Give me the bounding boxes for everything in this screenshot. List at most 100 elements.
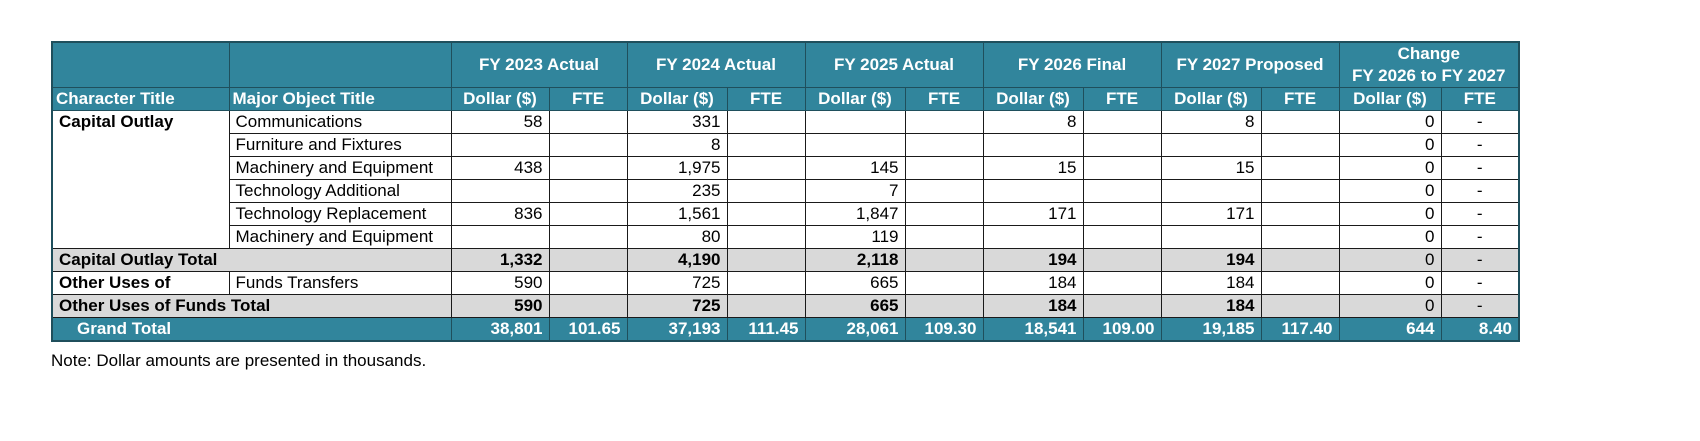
- value-cell: 171: [1160, 202, 1262, 226]
- value-cell: [1082, 294, 1162, 318]
- header-fy2025: FY 2025 Actual: [804, 41, 984, 88]
- header-dollar: Dollar ($): [450, 87, 550, 111]
- value-cell: [726, 156, 806, 180]
- value-cell: 1,847: [804, 202, 906, 226]
- value-cell: 0: [1338, 225, 1442, 249]
- value-cell: [548, 133, 628, 157]
- value-cell: [1260, 110, 1340, 134]
- value-cell: [1260, 225, 1340, 249]
- value-cell: -: [1440, 110, 1520, 134]
- value-cell: [1260, 248, 1340, 272]
- header-fte: FTE: [1440, 87, 1520, 111]
- value-cell: [726, 110, 806, 134]
- value-cell: 145: [804, 156, 906, 180]
- table-body: Capital Outlay Communications 58 331 8 8…: [51, 110, 1520, 342]
- object-title-cell: Furniture and Fixtures: [228, 133, 452, 157]
- value-cell: [726, 225, 806, 249]
- value-cell: -: [1440, 294, 1520, 318]
- value-cell: [1260, 202, 1340, 226]
- object-title-cell: Technology Replacement: [228, 202, 452, 226]
- value-cell: [726, 202, 806, 226]
- value-cell: [1260, 133, 1340, 157]
- value-cell: 0: [1338, 110, 1442, 134]
- value-cell: 111.45: [726, 317, 806, 342]
- value-cell: [904, 202, 984, 226]
- value-cell: 194: [1160, 248, 1262, 272]
- value-cell: 1,561: [626, 202, 728, 226]
- header-blank-2: [228, 41, 452, 88]
- value-cell: 18,541: [982, 317, 1084, 342]
- value-cell: 235: [626, 179, 728, 203]
- value-cell: 184: [1160, 271, 1262, 295]
- header-row-years: FY 2023 Actual FY 2024 Actual FY 2025 Ac…: [51, 41, 1520, 88]
- value-cell: 665: [804, 271, 906, 295]
- header-fte: FTE: [1082, 87, 1162, 111]
- capital-outlay-total-row: Capital Outlay Total 1,332 4,190 2,118 1…: [51, 248, 1520, 272]
- value-cell: 438: [450, 156, 550, 180]
- value-cell: 0: [1338, 248, 1442, 272]
- value-cell: [982, 133, 1084, 157]
- value-cell: 109.30: [904, 317, 984, 342]
- value-cell: 8: [1160, 110, 1262, 134]
- value-cell: [904, 133, 984, 157]
- value-cell: 19,185: [1160, 317, 1262, 342]
- header-dollar: Dollar ($): [1338, 87, 1442, 111]
- value-cell: [1160, 225, 1262, 249]
- value-cell: -: [1440, 225, 1520, 249]
- value-cell: -: [1440, 133, 1520, 157]
- value-cell: [1082, 110, 1162, 134]
- value-cell: 7: [804, 179, 906, 203]
- header-change-line1: Change: [1397, 44, 1460, 63]
- table-row: Technology Replacement 836 1,561 1,847 1…: [52, 202, 1520, 226]
- value-cell: [726, 294, 806, 318]
- value-cell: 836: [450, 202, 550, 226]
- value-cell: 4,190: [626, 248, 728, 272]
- table-row: Capital Outlay Communications 58 331 8 8…: [51, 110, 1520, 249]
- value-cell: 37,193: [626, 317, 728, 342]
- value-cell: 194: [982, 248, 1084, 272]
- value-cell: [548, 225, 628, 249]
- value-cell: [450, 179, 550, 203]
- header-fy2027: FY 2027 Proposed: [1160, 41, 1340, 88]
- value-cell: [548, 294, 628, 318]
- value-cell: 8: [626, 133, 728, 157]
- value-cell: [450, 225, 550, 249]
- value-cell: [904, 225, 984, 249]
- value-cell: 109.00: [1082, 317, 1162, 342]
- value-cell: [804, 133, 906, 157]
- header-fy2026: FY 2026 Final: [982, 41, 1162, 88]
- value-cell: [726, 133, 806, 157]
- value-cell: 0: [1338, 294, 1442, 318]
- value-cell: [904, 179, 984, 203]
- object-title-cell: Machinery and Equipment: [228, 225, 452, 249]
- object-title-cell: Communications: [228, 110, 452, 134]
- value-cell: 0: [1338, 179, 1442, 203]
- value-cell: [1082, 156, 1162, 180]
- value-cell: [1260, 294, 1340, 318]
- value-cell: -: [1440, 271, 1520, 295]
- value-cell: 58: [450, 110, 550, 134]
- value-cell: [548, 179, 628, 203]
- header-change: Change FY 2026 to FY 2027: [1338, 41, 1520, 88]
- value-cell: -: [1440, 179, 1520, 203]
- grand-total-row: Grand Total 38,801 101.65 37,193 111.45 …: [51, 317, 1520, 342]
- header-major-object-title: Major Object Title: [228, 87, 452, 111]
- object-title-cell: Technology Additional: [228, 179, 452, 203]
- header-fy2024: FY 2024 Actual: [626, 41, 806, 88]
- value-cell: 80: [626, 225, 728, 249]
- object-title-cell: Funds Transfers: [228, 271, 452, 295]
- object-title-cell: Machinery and Equipment: [228, 156, 452, 180]
- total-label: Other Uses of Funds Total: [51, 294, 452, 318]
- value-cell: [1082, 133, 1162, 157]
- value-cell: 171: [982, 202, 1084, 226]
- value-cell: [1260, 271, 1340, 295]
- value-cell: 184: [982, 294, 1084, 318]
- header-fte: FTE: [548, 87, 628, 111]
- value-cell: [548, 110, 628, 134]
- value-cell: [548, 248, 628, 272]
- header-fte: FTE: [904, 87, 984, 111]
- value-cell: [1082, 271, 1162, 295]
- table-row: Technology Additional 235 7 0 -: [52, 179, 1520, 203]
- header-row-columns: Character Title Major Object Title Dolla…: [51, 87, 1520, 111]
- value-cell: [726, 271, 806, 295]
